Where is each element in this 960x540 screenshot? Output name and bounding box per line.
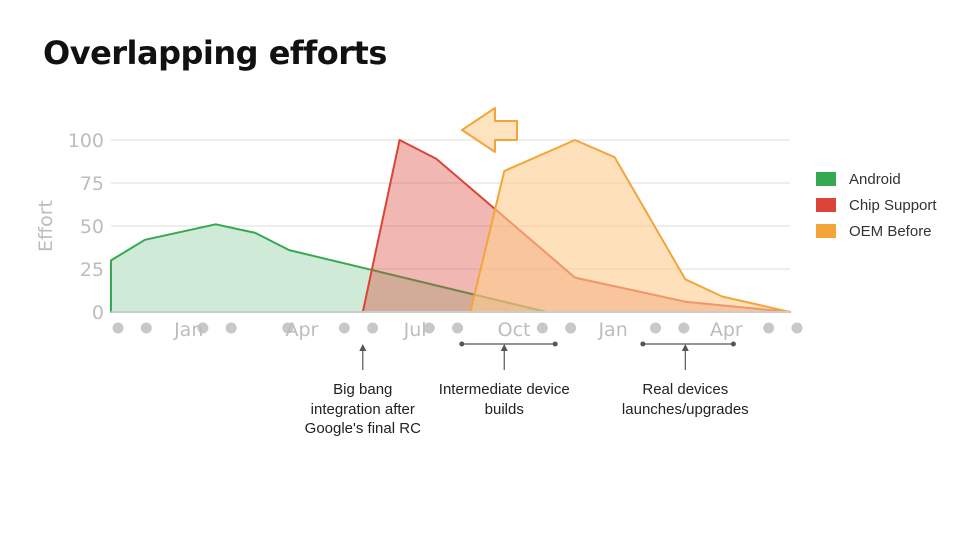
x-axis-dot — [338, 322, 350, 334]
x-tick-label: Apr — [710, 319, 743, 341]
x-axis-dot — [140, 322, 152, 334]
annotation-line: launches/upgrades — [621, 400, 749, 418]
x-tick-label: Apr — [285, 319, 318, 341]
legend-label-android: Android — [849, 170, 901, 188]
annotation-intermediate-builds: Intermediate device builds — [419, 380, 589, 419]
x-tick-label: Jan — [173, 319, 203, 341]
x-axis-dot — [197, 322, 209, 334]
legend-label-chip-support: Chip Support — [849, 196, 937, 214]
annotation-line: Intermediate device — [438, 381, 570, 398]
x-axis-dot — [112, 322, 124, 334]
x-tick-label: Jan — [597, 319, 627, 341]
legend-item-oem-before: OEM Before — [816, 218, 937, 244]
x-axis-dot — [367, 322, 379, 334]
y-tick-label: 100 — [68, 130, 104, 152]
annotation-arrowhead — [500, 344, 508, 351]
legend-label-oem-before: OEM Before — [849, 222, 932, 240]
x-axis-dot — [452, 322, 463, 334]
legend-item-android: Android — [816, 166, 937, 192]
arrow-left-icon — [461, 107, 518, 153]
x-tick-label: Jul — [403, 319, 427, 341]
x-axis-dot — [423, 322, 435, 334]
y-tick-label: 75 — [80, 173, 104, 195]
legend: Android Chip Support OEM Before — [816, 166, 937, 244]
x-axis-dot — [791, 322, 803, 334]
x-axis-dot — [678, 322, 690, 334]
x-axis-dot — [650, 322, 662, 334]
legend-item-chip-support: Chip Support — [816, 192, 937, 218]
y-tick-label: 25 — [80, 259, 104, 281]
annotation-line: Real devices — [642, 381, 729, 398]
slide-title: Overlapping efforts — [43, 34, 387, 72]
annotation-line: integration after — [310, 400, 415, 418]
x-axis-dot — [763, 322, 775, 334]
annotation-big-bang: Big bang integration after Google's fina… — [278, 380, 448, 439]
annotation-line: builds — [484, 400, 524, 418]
annotation-arrowhead — [681, 344, 689, 351]
annotation-range-end — [459, 341, 465, 347]
legend-swatch-android — [816, 172, 836, 186]
y-tick-label: 0 — [92, 302, 104, 324]
annotation-arrowhead — [359, 344, 367, 351]
x-axis-dot — [282, 322, 294, 334]
x-tick-label: Oct — [498, 319, 531, 341]
series-areas — [110, 139, 791, 313]
x-axis-dot — [565, 322, 577, 334]
x-axis-dot — [225, 322, 237, 334]
annotation-range-end — [552, 341, 558, 347]
x-axis: Jan Apr Jul Oct Jan Apr — [111, 311, 803, 341]
annotation-real-devices: Real devices launches/upgrades — [600, 380, 770, 419]
y-axis: 0 25 50 75 100 Effort — [35, 130, 104, 324]
annotation-line: Big bang — [333, 381, 393, 398]
annotation-range-end — [730, 341, 736, 347]
annotation-range-end — [640, 341, 646, 347]
annotation-markers — [359, 341, 736, 370]
y-axis-label: Effort — [35, 200, 57, 252]
series-area-oem-before — [469, 139, 791, 313]
direction-arrow — [461, 107, 518, 153]
x-axis-dot — [536, 322, 548, 334]
legend-swatch-chip-support — [816, 198, 836, 212]
legend-swatch-oem-before — [816, 224, 836, 238]
annotation-line: Google's final RC — [304, 420, 421, 437]
y-tick-label: 50 — [80, 216, 104, 238]
